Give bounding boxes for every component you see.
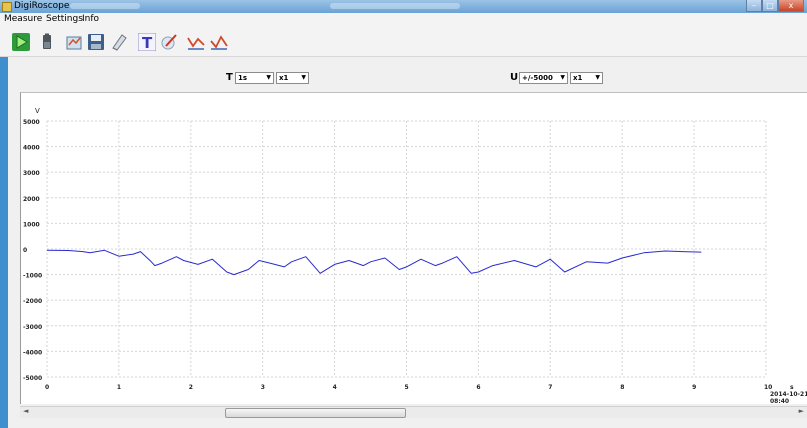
voltage-range-select[interactable]: +/-5000 ▼ [519,72,568,84]
x-tick-label: 4 [333,384,337,391]
scrollbar-thumb[interactable] [225,408,406,418]
voltage-scale-value: x1 [573,74,583,82]
x-tick-label: 6 [476,384,480,391]
y-tick-label: 1000 [23,221,40,228]
open-file-icon[interactable] [65,33,83,51]
x-tick-label: 9 [692,384,696,391]
horizontal-scrollbar[interactable]: ◄ ► [20,406,807,418]
y-tick-label: 3000 [23,170,40,177]
toolbar: T [0,27,807,57]
time-label: T [226,72,233,83]
chevron-down-icon: ▼ [595,74,600,81]
text-icon[interactable]: T [138,33,156,51]
save-icon[interactable] [87,33,105,51]
title-bar-decoration [70,3,140,9]
timestamp-time: 08:40 [770,398,789,404]
chevron-down-icon: ▼ [266,74,271,81]
y-tick-label: -2000 [23,298,42,305]
chart-line-icon[interactable] [187,33,205,51]
voltage-label: U [510,72,519,83]
x-axis-label: s [790,384,794,391]
scroll-right-icon[interactable]: ► [798,407,804,415]
title-bar-decoration [330,3,460,9]
chart-area: 5000 4000 3000 2000 1000 0 -1000 -2000 -3000 -400… [20,92,807,405]
voltage-range-value: +/-5000 [522,74,553,82]
window-title: DigiRoscope [14,1,70,11]
menu-settings[interactable]: Settings [46,14,83,24]
x-tick-label: 5 [405,384,409,391]
x-tick-label: 0 [45,384,49,391]
app-icon [2,2,12,12]
time-scale-value: x1 [279,74,289,82]
close-button[interactable]: x [778,0,804,12]
y-tick-label: 4000 [23,145,40,152]
voltage-chart: 5000 4000 3000 2000 1000 0 -1000 -2000 -3000 -400… [23,107,807,405]
timestamp-date: 2014-10-21 [770,391,807,398]
x-tick-label: 3 [261,384,265,391]
battery-icon[interactable] [38,33,56,51]
time-range-value: 1s [238,74,248,82]
x-tick-label: 10 [764,384,772,391]
minimize-button[interactable]: – [746,0,762,12]
x-tick-label: 7 [548,384,552,391]
chevron-down-icon: ▼ [560,74,565,81]
y-tick-label: -1000 [23,273,42,280]
series-line [46,249,702,276]
time-scale-select[interactable]: x1 ▼ [276,72,309,84]
scroll-left-icon[interactable]: ◄ [23,407,29,415]
x-tick-label: 8 [620,384,624,391]
svg-text:T: T [142,34,153,51]
y-tick-label: -4000 [23,349,42,356]
menu-bar: Measure Settings Info [0,13,807,27]
play-icon[interactable] [12,33,30,51]
x-tick-label: 2 [189,384,193,391]
window-controls: – □ x [746,0,804,12]
menu-measure[interactable]: Measure [4,14,43,24]
edit-icon[interactable] [160,33,178,51]
y-axis-label: V [35,107,40,115]
y-tick-label: -5000 [23,375,42,382]
y-tick-label: 5000 [23,119,40,126]
y-tick-label: -3000 [23,324,42,331]
y-tick-label: 0 [23,247,27,254]
maximize-button[interactable]: □ [762,0,778,12]
time-range-select[interactable]: 1s ▼ [235,72,274,84]
menu-info[interactable]: Info [82,14,100,24]
voltage-scale-select[interactable]: x1 ▼ [570,72,603,84]
y-tick-label: 2000 [23,196,40,203]
chart-line-alt-icon[interactable] [210,33,228,51]
chevron-down-icon: ▼ [301,74,306,81]
clear-icon[interactable] [110,33,128,51]
x-tick-label: 1 [117,384,121,391]
title-bar: DigiRoscope – □ x [0,0,807,13]
